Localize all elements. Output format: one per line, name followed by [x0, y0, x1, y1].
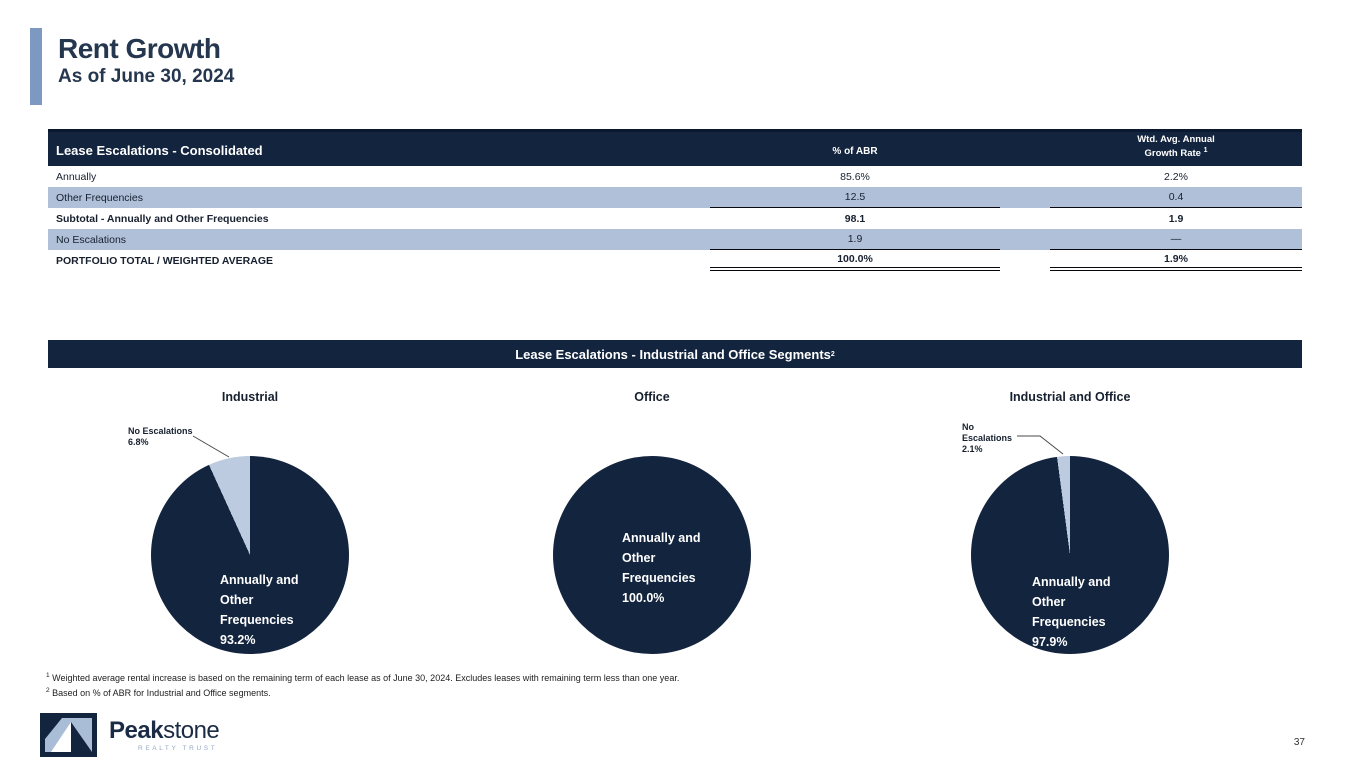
pie-industrial-and-office [971, 456, 1169, 654]
table-row-total: PORTFOLIO TOTAL / WEIGHTED AVERAGE 100.0… [48, 250, 1302, 271]
pie-chart-industrial: Industrial No Escalations 6.8% Annually … [100, 378, 400, 670]
logo-name: Peakstone [109, 717, 220, 744]
company-logo: Peakstone REALTY TRUST [40, 713, 220, 757]
title-accent-bar [30, 28, 42, 105]
table-header-row: Lease Escalations - Consolidated % of AB… [48, 129, 1302, 166]
callout-no-escalations: No Escalations 2.1% [962, 422, 1013, 454]
chart-title: Office [634, 390, 670, 404]
segments-section-header: Lease Escalations - Industrial and Offic… [48, 340, 1302, 368]
pie-industrial [151, 456, 349, 654]
column-header-abr: % of ABR [832, 146, 878, 157]
pie-office [553, 456, 751, 654]
table-row-subtotal: Subtotal - Annually and Other Frequencie… [56, 212, 1184, 225]
footnote-2: 2 Based on % of ABR for Industrial and O… [46, 686, 271, 698]
footnote-ref-1: 1 [1203, 146, 1208, 154]
table-row: Other Frequencies 12.5 0.4 [48, 187, 1302, 208]
title-block: Rent Growth As of June 30, 2024 [58, 33, 234, 89]
pie-center-label: Annually and Other Frequencies 100.0% [622, 531, 701, 605]
table-row: Annually 85.6% 2.2% [56, 170, 1188, 183]
callout-no-escalations: No Escalations 6.8% [128, 426, 193, 447]
pie-center-label: Annually and Other Frequencies 93.2% [220, 573, 299, 647]
column-header-growth: Wtd. Avg. Annual Growth Rate 1 [1137, 133, 1215, 159]
chart-title: Industrial and Office [1009, 390, 1131, 404]
page-subtitle: As of June 30, 2024 [58, 66, 235, 87]
pie-chart-industrial-and-office: Industrial and Office No Escalations 2.1… [920, 378, 1220, 670]
footnote-ref-2: 2 [830, 350, 835, 358]
page-number: 37 [1293, 737, 1305, 748]
pie-chart-office: Office Annually and Other Frequencies 10… [502, 378, 802, 670]
peakstone-logo-icon [40, 713, 97, 757]
table-title: Lease Escalations - Consolidated [56, 143, 263, 158]
logo-text: Peakstone REALTY TRUST [109, 717, 220, 753]
logo-tagline: REALTY TRUST [138, 745, 218, 752]
table-row: No Escalations 1.9 — [48, 229, 1302, 250]
footnotes: 1 Weighted average rental increase is ba… [46, 670, 679, 699]
lease-escalations-table: Lease Escalations - Consolidated % of AB… [48, 129, 1302, 271]
column-gap [1000, 132, 1050, 166]
footnote-1: 1 Weighted average rental increase is ba… [46, 672, 680, 683]
pie-center-label: Annually and Other Frequencies 97.9% [1032, 575, 1111, 649]
chart-title: Industrial [221, 390, 279, 404]
page-title: Rent Growth [58, 33, 221, 64]
